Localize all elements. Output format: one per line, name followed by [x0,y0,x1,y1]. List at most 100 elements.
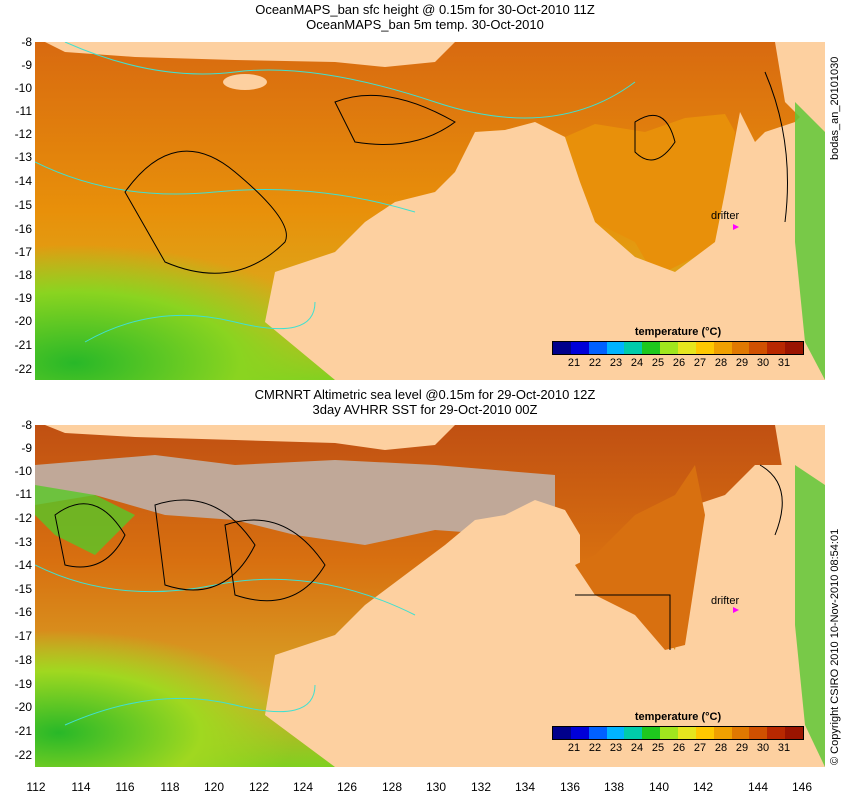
bottom-colorbar-legend: temperature (°C) 21 22 23 24 25 26 27 28 29 30 31 [552,711,804,754]
colorbar-swatch [553,342,571,354]
lon-label: 120 [203,780,225,794]
colorbar-swatch [695,342,714,354]
bottom-map-svg [35,425,825,767]
bottom-title-line1: CMRNRT Altimetric sea level @0.15m for 2… [254,387,596,402]
top-lat-label: -22 [14,362,32,376]
top-lat-label: -10 [14,81,32,95]
top-black-contour-1 [124,150,287,274]
colorbar-tick-label: 23 [609,742,623,754]
bottom-lat-label: -21 [14,724,32,738]
colorbar-tick-label: 31 [777,357,791,369]
colorbar-tick-label: 24 [630,357,644,369]
colorbar-swatch [785,342,804,354]
colorbar-tick-label: 26 [672,742,686,754]
colorbar-tick-label: 29 [735,742,749,754]
bottom-cyan-contour-2 [64,684,316,726]
top-lat-label: -14 [14,174,32,188]
lon-label: 126 [336,780,358,794]
colorbar-swatch [731,727,750,739]
colorbar-swatch [606,342,625,354]
top-black-contour-2 [634,114,676,161]
colorbar-swatch [588,342,607,354]
bottom-lat-label: -9 [21,441,32,455]
top-black-contour-3 [334,94,456,145]
lon-label: 118 [160,780,180,794]
bottom-legend-title: temperature (°C) [634,711,722,723]
top-land-sumba [223,74,267,90]
colorbar-tick-label: 25 [651,357,665,369]
colorbar-swatch [678,727,696,739]
bottom-drifter-label: drifter [711,595,740,607]
colorbar-swatch [767,342,786,354]
colorbar-swatch [553,727,571,739]
top-side-label: bodas_an_20101030 [829,56,841,160]
top-cyan-contour-1 [64,42,636,119]
top-lat-label: -12 [14,127,32,141]
top-lat-label: -9 [21,58,32,72]
colorbar-tick-label: 21 [567,742,581,754]
bottom-colorbar [552,726,804,740]
lon-label: 132 [470,780,492,794]
lon-label: 114 [71,780,91,794]
colorbar-swatch [624,727,643,739]
colorbar-swatch [570,342,589,354]
top-lat-label: -16 [14,222,32,236]
bottom-map-panel [35,425,825,767]
bottom-lat-label: -10 [14,464,32,478]
bottom-lat-label: -11 [15,487,32,501]
bottom-lat-label: -22 [14,748,32,762]
top-cyan-contour-3 [84,301,316,343]
bottom-land-islands [45,425,455,450]
lon-label: 128 [381,780,403,794]
bottom-lat-label: -8 [21,418,32,432]
colorbar-swatch [731,342,750,354]
colorbar-tick-label: 26 [672,357,686,369]
bottom-lat-label: -15 [14,582,32,596]
colorbar-tick-label: 28 [714,357,728,369]
top-cyan-contour-2 [35,161,416,213]
colorbar-swatch [767,727,786,739]
lon-label: 142 [692,780,714,794]
bottom-no-data-cloud [35,455,555,545]
bottom-lat-label: -12 [14,511,32,525]
lon-label: 122 [248,780,270,794]
top-black-contour-4 [764,71,788,223]
bottom-black-contour-3 [224,519,326,602]
top-gulf-water [475,114,735,277]
top-lat-label: -21 [14,338,32,352]
top-lat-label: -15 [14,198,32,212]
colorbar-tick-label: 27 [693,742,707,754]
lon-label: 140 [648,780,670,794]
colorbar-swatch [570,727,589,739]
top-lat-label: -8 [21,35,32,49]
colorbar-swatch [642,727,661,739]
bottom-lat-label: -16 [14,605,32,619]
colorbar-swatch [713,342,732,354]
colorbar-swatch [695,727,714,739]
colorbar-swatch [749,342,768,354]
colorbar-swatch [606,727,625,739]
lon-label: 146 [791,780,813,794]
bottom-lat-label: -17 [14,629,32,643]
colorbar-swatch [624,342,643,354]
bottom-cyan-contour-1 [35,564,416,616]
colorbar-tick-label: 21 [567,357,581,369]
colorbar-tick-label: 25 [651,742,665,754]
bottom-black-contour-1 [54,503,126,568]
colorbar-tick-label: 29 [735,357,749,369]
top-drifter-marker-icon [733,224,739,230]
lon-label: 112 [26,780,46,794]
top-colorbar-ticks: 21 22 23 24 25 26 27 28 29 30 31 [552,355,804,369]
lon-label: 138 [603,780,625,794]
bottom-drifter-marker-icon [733,607,739,613]
bottom-lat-label: -13 [14,535,32,549]
bottom-side-label: © Copyright CSIRO 2010 10-Nov-2010 08:54… [829,528,841,765]
bottom-lat-label: -18 [14,653,32,667]
colorbar-swatch [678,342,696,354]
top-title-line2: OceanMAPS_ban 5m temp. 30-Oct-2010 [306,17,544,32]
colorbar-swatch [713,727,732,739]
top-lat-label: -19 [14,291,32,305]
bottom-lat-label: -14 [14,558,32,572]
colorbar-tick-label: 30 [756,357,770,369]
colorbar-swatch [785,727,804,739]
